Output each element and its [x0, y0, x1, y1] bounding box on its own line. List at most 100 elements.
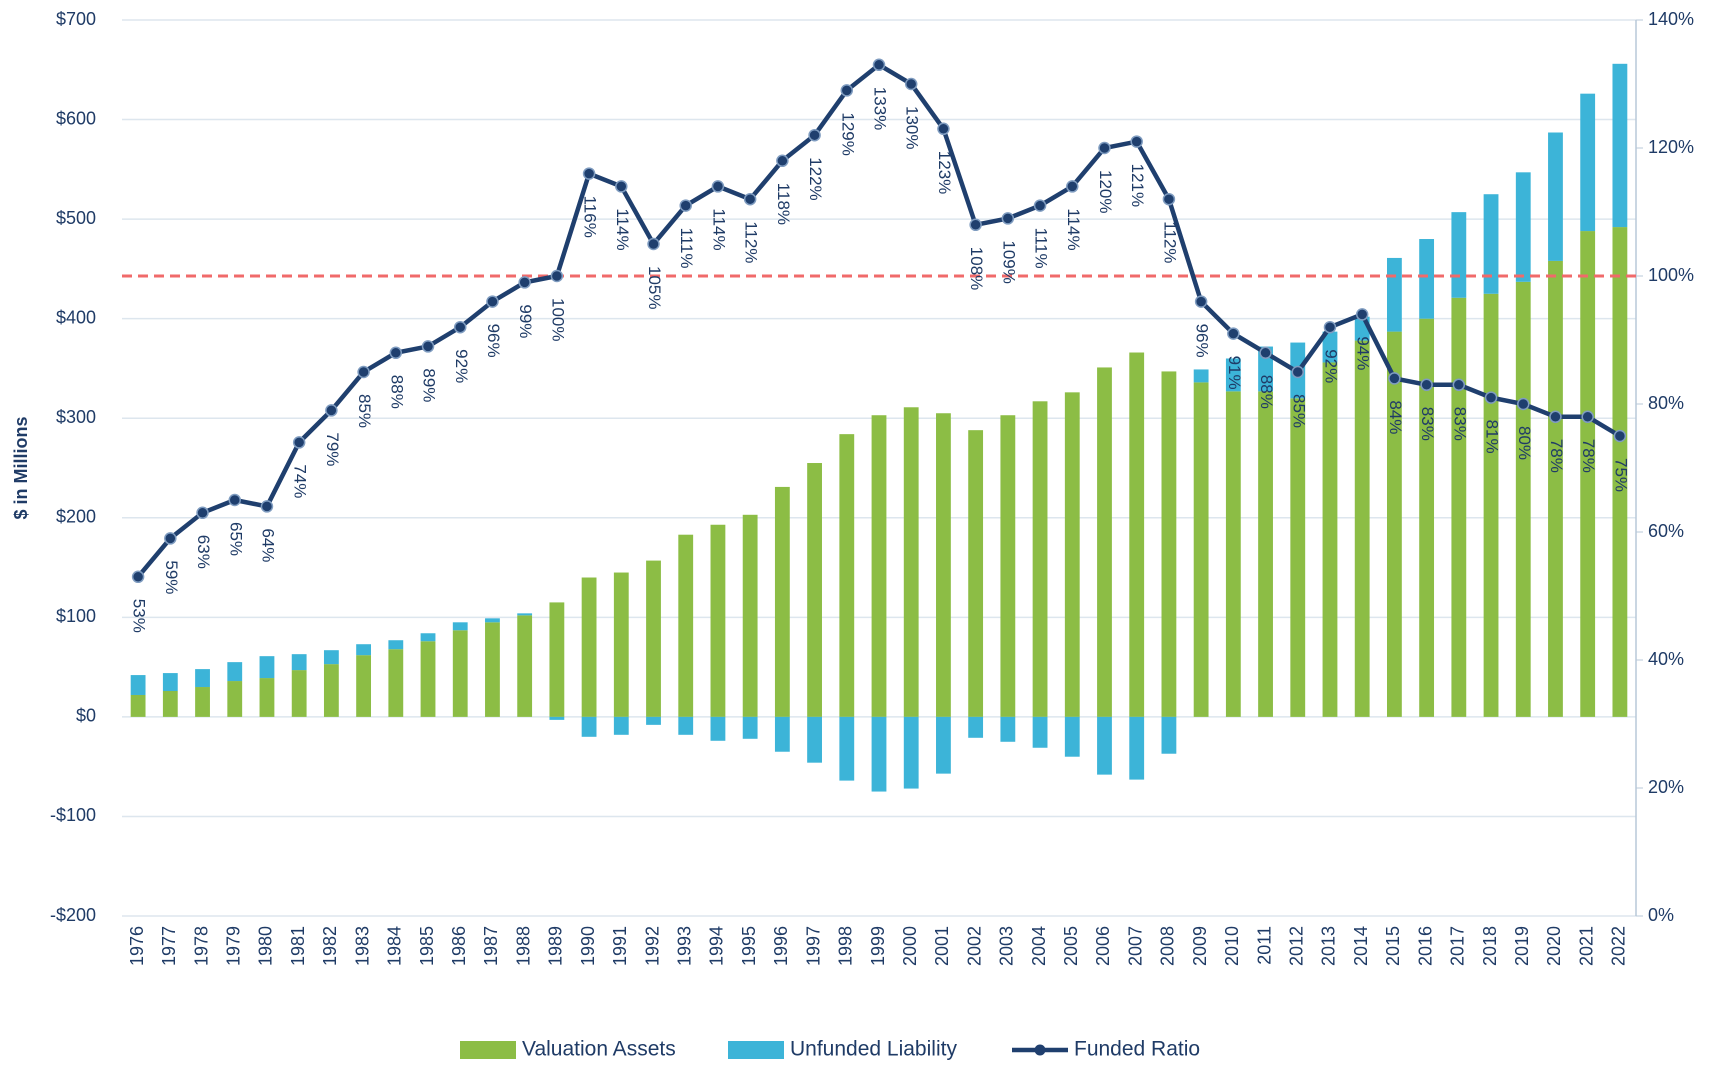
bar: [195, 687, 210, 717]
point: [131, 570, 145, 584]
point: [1452, 378, 1466, 392]
bar: [1386, 257, 1402, 332]
point: [647, 237, 660, 251]
y-tick-label: $500: [56, 208, 96, 228]
x-tick-label: 2014: [1351, 926, 1371, 966]
point: [872, 58, 886, 72]
bar: [968, 716, 984, 738]
data-label: 121%: [1128, 164, 1147, 207]
data-label: 88%: [1257, 375, 1276, 409]
y-tick-label: -$100: [50, 805, 96, 825]
bar: [581, 716, 597, 737]
point: [808, 128, 821, 142]
data-label: 92%: [452, 349, 471, 383]
point: [1033, 199, 1047, 212]
data-label: 111%: [1032, 228, 1051, 269]
legend-swatch: [460, 1041, 516, 1059]
bar: [1258, 391, 1273, 717]
bar: [195, 669, 210, 688]
y2-tick-label: 20%: [1648, 777, 1684, 797]
y2-tick-label: 0%: [1648, 905, 1674, 925]
data-label: 63%: [194, 535, 213, 569]
point: [389, 346, 403, 360]
bar: [485, 622, 500, 717]
bar: [227, 681, 243, 717]
bar: [1612, 227, 1628, 717]
point: [1355, 308, 1369, 321]
bar: [1451, 297, 1467, 717]
bar: [839, 716, 855, 781]
point: [776, 154, 789, 168]
bar: [517, 613, 533, 616]
legend-label: Funded Ratio: [1074, 1038, 1200, 1061]
bar: [1225, 391, 1241, 717]
point: [1227, 327, 1240, 340]
bar: [291, 654, 307, 671]
bar: [1515, 172, 1531, 282]
bar: [227, 662, 243, 682]
data-label: 116%: [581, 196, 600, 238]
data-label: 79%: [323, 432, 342, 466]
bar: [613, 572, 629, 717]
data-label: 105%: [645, 266, 664, 309]
legend-swatch: [728, 1041, 784, 1059]
x-tick-label: 1987: [481, 926, 501, 966]
y2-tick-label: 60%: [1648, 521, 1684, 541]
x-tick-label: 1978: [191, 926, 211, 966]
x-tick-label: 2017: [1448, 926, 1468, 966]
data-label: 85%: [355, 394, 374, 428]
x-tick-label: 1979: [223, 926, 243, 966]
data-label: 96%: [484, 324, 503, 358]
point: [1259, 346, 1272, 360]
data-label: 92%: [1321, 349, 1340, 383]
data-label: 114%: [709, 208, 728, 250]
point: [1323, 320, 1337, 334]
bar: [1612, 63, 1628, 228]
point: [1388, 372, 1401, 385]
x-tick-label: 1984: [385, 926, 405, 966]
x-tick-label: 1981: [288, 926, 308, 966]
point: [1162, 192, 1176, 206]
data-label: 100%: [548, 298, 567, 341]
bar: [1193, 382, 1209, 717]
data-label: 83%: [1418, 407, 1437, 441]
data-label: 99%: [516, 304, 535, 338]
y-axis-label: $ in Millions: [11, 416, 31, 519]
data-label: 80%: [1515, 426, 1534, 460]
bar: [1097, 367, 1112, 717]
point: [582, 167, 596, 180]
bar: [130, 675, 146, 695]
data-label: 123%: [935, 151, 954, 194]
bar: [936, 716, 951, 774]
data-label: 114%: [613, 208, 632, 250]
point: [743, 192, 757, 206]
point: [325, 404, 338, 417]
y-tick-label: $400: [56, 307, 96, 327]
data-label: 111%: [677, 228, 696, 269]
bar: [1032, 716, 1048, 748]
y2-tick-label: 120%: [1648, 137, 1694, 157]
bar: [1419, 239, 1435, 319]
data-label: 65%: [226, 522, 245, 556]
point: [1291, 365, 1305, 379]
point: [937, 122, 950, 136]
bar: [613, 716, 629, 735]
x-tick-label: 1980: [256, 926, 276, 966]
bar: [259, 656, 275, 679]
point: [518, 276, 531, 289]
x-tick-label: 1976: [127, 926, 147, 966]
point: [615, 180, 628, 193]
bar: [485, 618, 500, 623]
point: [1549, 410, 1562, 424]
data-label: 96%: [1193, 324, 1212, 358]
data-label: 89%: [420, 368, 439, 402]
bar: [1000, 415, 1016, 717]
data-label: 64%: [258, 528, 277, 562]
y-tick-label: $700: [56, 9, 96, 29]
x-tick-label: 2005: [1061, 926, 1081, 966]
bar: [710, 524, 726, 717]
point: [164, 532, 177, 545]
point: [969, 218, 982, 232]
bar: [1451, 212, 1467, 298]
x-tick-label: 1988: [513, 926, 533, 966]
